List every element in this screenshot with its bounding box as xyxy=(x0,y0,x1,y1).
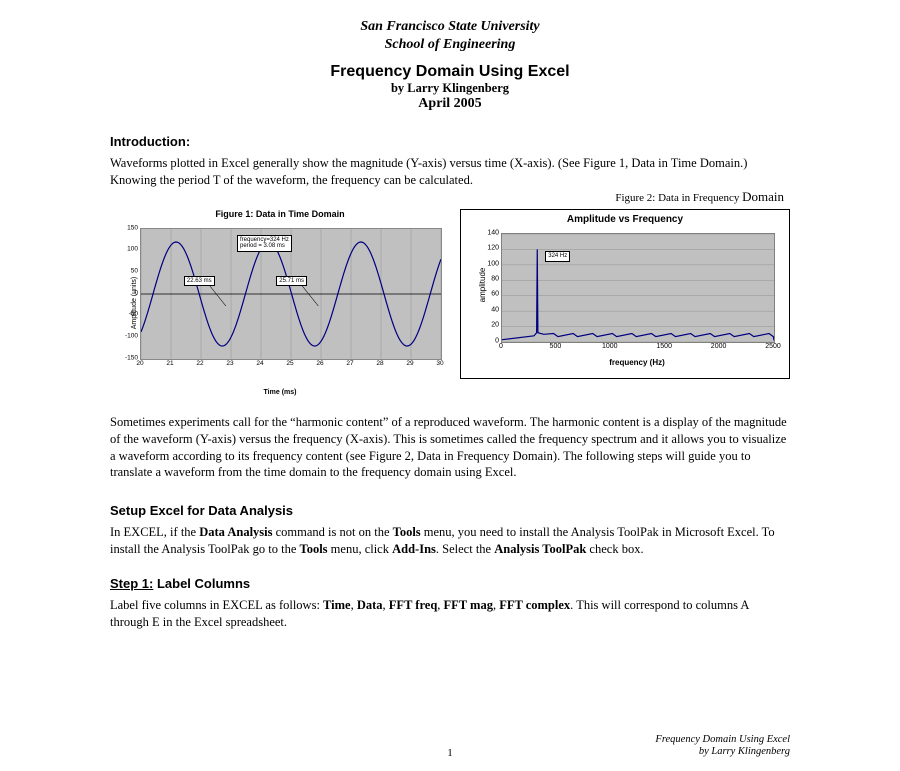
setup-t: Tools xyxy=(393,525,421,539)
footer-credit-1: Frequency Domain Using Excel xyxy=(563,734,790,747)
step1-t: FFT freq xyxy=(389,598,438,612)
step1-heading-rest: Label Columns xyxy=(153,576,250,591)
figure2-title: Amplitude vs Frequency xyxy=(469,214,781,225)
step1-paragraph: Label five columns in EXCEL as follows: … xyxy=(110,597,790,631)
figure2-caption-domain: Domain xyxy=(742,189,784,204)
setup-heading: Setup Excel for Data Analysis xyxy=(110,503,790,518)
figure2-yticks: 020406080100120140 xyxy=(479,233,499,341)
figures-row: Figure 1: Data in Time Domain Amplitude … xyxy=(110,209,790,396)
footer-credit: Frequency Domain Using Excel by Larry Kl… xyxy=(563,734,790,759)
intro-heading: Introduction: xyxy=(110,134,790,149)
doc-author: by Larry Klingenberg xyxy=(110,81,790,96)
school-name: School of Engineering xyxy=(110,36,790,54)
figure1-marker-b: 25.71 ms xyxy=(276,276,307,287)
figure2-xlabel: frequency (Hz) xyxy=(501,358,773,367)
figure1-marker-a: 22.63 ms xyxy=(184,276,215,287)
figure2-container: Amplitude vs Frequency amplitude 0204060… xyxy=(460,209,790,379)
figure1-freq-line2: period = 3.08 ms xyxy=(240,243,289,250)
step1-t: Label five columns in EXCEL as follows: xyxy=(110,598,323,612)
figure1-container: Figure 1: Data in Time Domain Amplitude … xyxy=(110,209,450,396)
figure2-plot-area: 324 Hz xyxy=(501,233,775,343)
setup-t: menu, click xyxy=(328,542,393,556)
step1-heading-u: Step 1: xyxy=(110,576,153,591)
figure2-svg xyxy=(502,234,774,342)
setup-t: . Select the xyxy=(436,542,494,556)
document-page: San Francisco State University School of… xyxy=(0,0,900,771)
figure1-xlabel: Time (ms) xyxy=(110,389,450,396)
page-number: 1 xyxy=(337,747,564,759)
figure1-freq-annotation: frequency=324 Hz period = 3.08 ms xyxy=(237,235,292,252)
figure1-freq-line1: frequency=324 Hz xyxy=(240,237,289,244)
step1-t: Data xyxy=(357,598,383,612)
figure1-chart: Amplitude (units) -150-100-50050100150 f… xyxy=(110,223,450,383)
setup-t: In EXCEL, if the xyxy=(110,525,199,539)
university-name: San Francisco State University xyxy=(110,18,790,36)
figure2-peak-label: 324 Hz xyxy=(545,251,570,262)
step1-heading: Step 1: Label Columns xyxy=(110,576,790,591)
step1-t: FFT mag xyxy=(444,598,493,612)
setup-t: command is not on the xyxy=(273,525,393,539)
setup-t: Tools xyxy=(300,542,328,556)
figure2-caption: Figure 2: Data in Frequency Domain xyxy=(110,189,784,205)
step1-t: Time xyxy=(323,598,351,612)
setup-t: Data Analysis xyxy=(199,525,272,539)
setup-paragraph: In EXCEL, if the Data Analysis command i… xyxy=(110,524,790,558)
figure2-caption-prefix: Figure 2: Data in Frequency xyxy=(615,192,742,204)
header-university-block: San Francisco State University School of… xyxy=(110,18,790,53)
setup-t: Add-Ins xyxy=(392,542,436,556)
header-title-block: Frequency Domain Using Excel by Larry Kl… xyxy=(110,63,790,112)
page-footer: 1 Frequency Domain Using Excel by Larry … xyxy=(110,734,790,759)
doc-date: April 2005 xyxy=(110,96,790,112)
figure2-inner: amplitude 020406080100120140 324 Hz 0500… xyxy=(469,229,781,369)
setup-t: check box. xyxy=(586,542,643,556)
doc-title: Frequency Domain Using Excel xyxy=(110,63,790,81)
harmonic-paragraph: Sometimes experiments call for the “harm… xyxy=(110,414,790,482)
intro-paragraph: Waveforms plotted in Excel generally sho… xyxy=(110,155,790,189)
figure1-plot-area: frequency=324 Hz period = 3.08 ms 22.63 … xyxy=(140,228,442,360)
step1-t: FFT complex xyxy=(499,598,570,612)
figure1-caption: Figure 1: Data in Time Domain xyxy=(110,209,450,219)
figure1-yticks: -150-100-50050100150 xyxy=(122,228,138,358)
footer-credit-2: by Larry Klingenberg xyxy=(563,746,790,759)
setup-t: Analysis ToolPak xyxy=(494,542,586,556)
figure2-box: Amplitude vs Frequency amplitude 0204060… xyxy=(460,209,790,379)
